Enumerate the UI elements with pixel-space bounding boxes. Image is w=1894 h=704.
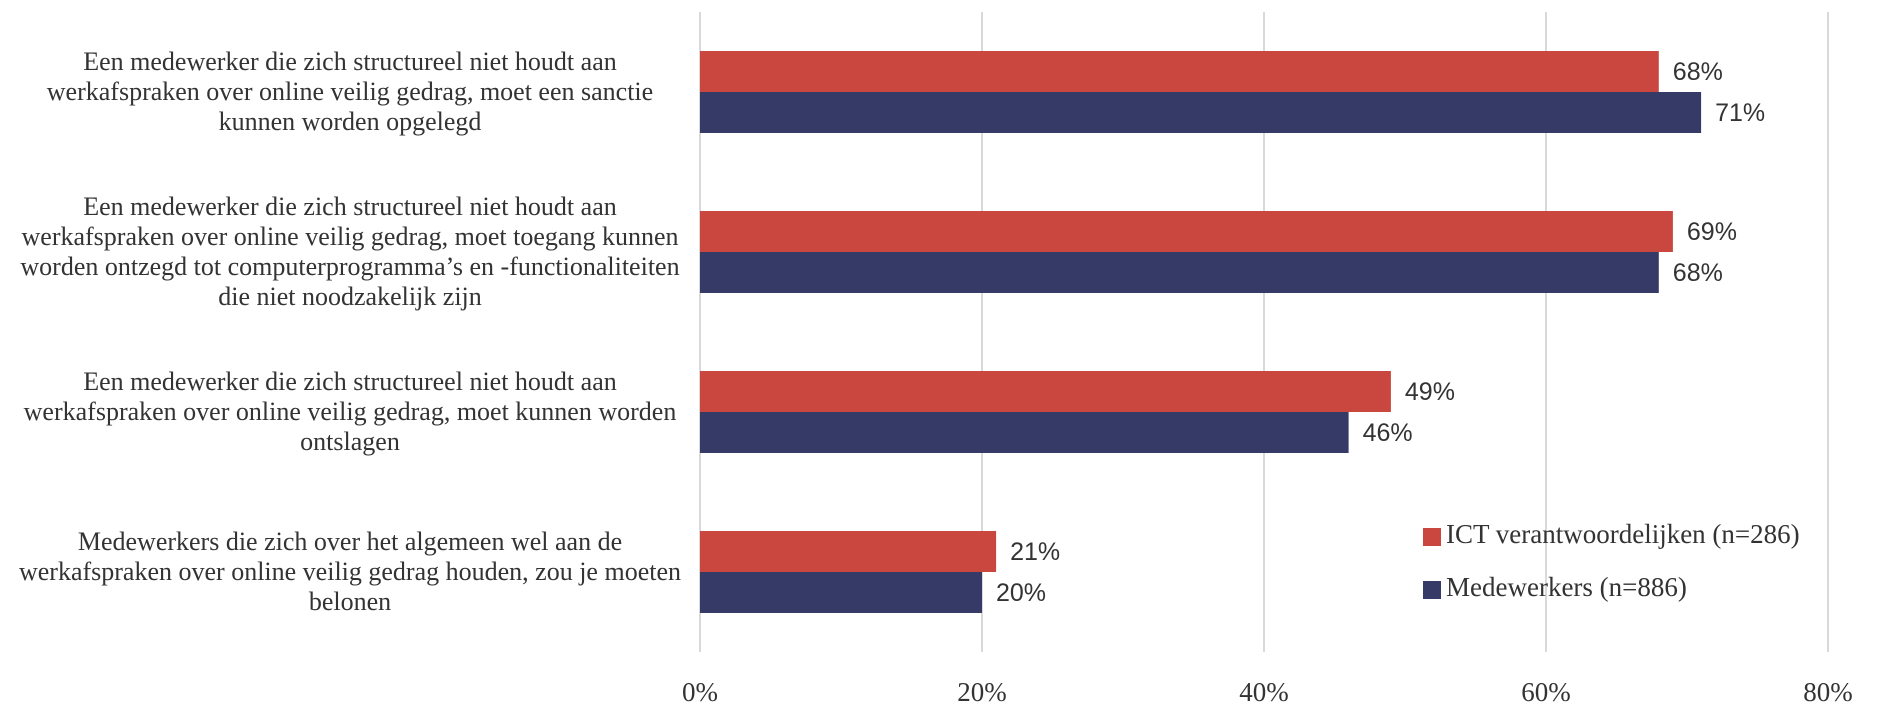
value-label: 68%: [1673, 259, 1723, 287]
category-label: Medewerkers die zich over het algemeen w…: [18, 527, 682, 616]
bar: [700, 371, 1391, 412]
legend-label: Medewerkers (n=886): [1446, 572, 1687, 602]
x-tick-label: 20%: [957, 677, 1007, 704]
bar: [700, 92, 1702, 133]
legend-swatch: [1423, 581, 1441, 599]
category-label: Een medewerker die zich structureel niet…: [46, 47, 654, 136]
bar: [700, 51, 1659, 92]
bar: [700, 572, 982, 613]
bar: [700, 412, 1349, 453]
category-label: Een medewerker die zich structureel niet…: [20, 192, 680, 311]
value-label: 68%: [1673, 58, 1723, 86]
value-label: 69%: [1687, 218, 1737, 246]
value-label: 20%: [996, 579, 1046, 607]
x-tick-label: 80%: [1803, 677, 1853, 704]
value-label: 46%: [1363, 419, 1413, 447]
legend-swatch: [1423, 528, 1441, 546]
x-tick-label: 40%: [1239, 677, 1289, 704]
x-tick-label: 60%: [1521, 677, 1571, 704]
value-label: 71%: [1715, 99, 1765, 127]
category-label: Een medewerker die zich structureel niet…: [23, 367, 677, 456]
bar: [700, 211, 1673, 252]
value-label: 49%: [1405, 378, 1455, 406]
bar: [700, 252, 1659, 293]
x-tick-label: 0%: [682, 677, 718, 704]
bar: [700, 531, 997, 572]
legend-label: ICT verantwoordelijken (n=286): [1446, 519, 1800, 549]
value-label: 21%: [1010, 538, 1060, 566]
